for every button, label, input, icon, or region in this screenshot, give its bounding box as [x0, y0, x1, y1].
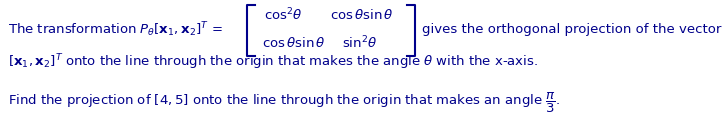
Text: $[\mathbf{x}_1, \mathbf{x}_2]^T$: $[\mathbf{x}_1, \mathbf{x}_2]^T$ — [8, 53, 63, 71]
Text: $\cos\theta\sin\theta$: $\cos\theta\sin\theta$ — [262, 36, 325, 50]
Text: onto the line through the origin that makes the angle $\theta$ with the x-axis.: onto the line through the origin that ma… — [65, 53, 538, 71]
Text: $\sin^2\!\theta$: $\sin^2\!\theta$ — [342, 35, 378, 51]
Text: gives the orthogonal projection of the vector: gives the orthogonal projection of the v… — [422, 23, 722, 35]
Text: The transformation $P_\theta[\mathbf{x}_1, \mathbf{x}_2]^T$ =: The transformation $P_\theta[\mathbf{x}_… — [8, 21, 223, 39]
Text: Find the projection of $[4, 5]$ onto the line through the origin that makes an a: Find the projection of $[4, 5]$ onto the… — [8, 91, 560, 115]
Text: $\cos^2\!\theta$: $\cos^2\!\theta$ — [264, 7, 303, 23]
Text: $\cos\theta\sin\theta$: $\cos\theta\sin\theta$ — [330, 8, 393, 22]
